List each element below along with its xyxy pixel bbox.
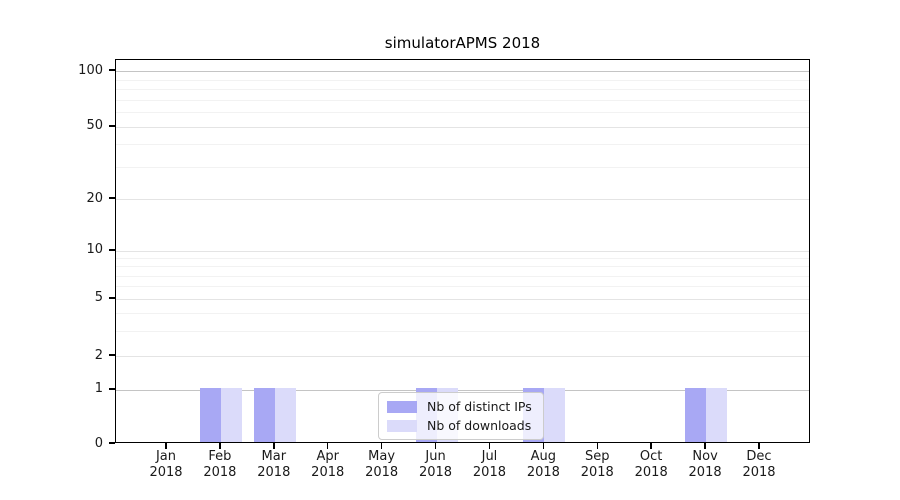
bar-distinct-ips	[253, 387, 275, 442]
y-tick-label: 100	[78, 62, 103, 78]
plot-area: Nb of distinct IPs Nb of downloads	[115, 59, 810, 443]
x-tick-label: Nov 2018	[688, 449, 722, 480]
minor-gridline	[116, 275, 809, 277]
x-tick-label: Oct 2018	[634, 449, 668, 480]
x-tick-label: Jul 2018	[472, 449, 506, 480]
bar-downloads	[274, 387, 296, 442]
bar-distinct-ips	[199, 387, 221, 442]
x-tick-mark	[596, 443, 598, 449]
chart-title: simulatorAPMS 2018	[384, 34, 541, 52]
x-tick-mark	[327, 443, 329, 449]
major-gridline	[116, 199, 809, 200]
minor-gridline	[116, 167, 809, 169]
y-tick-mark	[109, 69, 115, 71]
x-tick-label: Mar 2018	[257, 449, 291, 480]
y-tick-label: 20	[86, 190, 103, 206]
y-tick-label: 0	[94, 435, 103, 451]
x-tick-mark	[650, 443, 652, 449]
legend-swatch-downloads	[387, 419, 417, 432]
legend-item-distinct-ips: Nb of distinct IPs	[387, 399, 532, 414]
y-tick-mark	[109, 388, 115, 390]
y-tick-mark	[109, 442, 115, 444]
legend: Nb of distinct IPs Nb of downloads	[378, 392, 544, 440]
x-tick-mark	[380, 443, 383, 449]
x-tick-mark	[165, 443, 167, 449]
legend-item-downloads: Nb of downloads	[387, 418, 532, 433]
x-tick-label: Sep 2018	[580, 449, 614, 480]
bar-downloads	[706, 387, 728, 442]
x-tick-label: Aug 2018	[526, 449, 560, 480]
major-gridline	[116, 298, 809, 300]
bar-downloads	[544, 387, 566, 442]
minor-gridline	[116, 330, 809, 332]
x-tick-mark	[758, 443, 760, 449]
x-tick-label: Jan 2018	[149, 449, 183, 480]
y-tick-label: 50	[86, 118, 103, 134]
y-tick-mark	[109, 249, 115, 251]
y-tick-mark	[109, 354, 115, 356]
x-tick-label: Jun 2018	[418, 449, 453, 480]
bar-downloads	[220, 387, 242, 442]
y-tick-label: 5	[94, 290, 103, 306]
minor-gridline	[116, 112, 809, 114]
x-tick-mark	[704, 443, 706, 449]
y-tick-label: 2	[94, 347, 103, 363]
minor-gridline	[116, 89, 809, 91]
minor-gridline	[116, 99, 809, 101]
legend-swatch-distinct-ips	[387, 400, 417, 413]
major-gridline	[116, 250, 809, 252]
x-tick-label: Feb 2018	[203, 449, 237, 480]
x-tick-mark	[219, 443, 221, 449]
x-tick-label: Dec 2018	[742, 449, 776, 480]
major-gridline	[116, 71, 809, 73]
minor-gridline	[116, 258, 809, 260]
legend-label-downloads: Nb of downloads	[427, 418, 532, 433]
y-tick-mark	[109, 125, 115, 127]
minor-gridline	[116, 266, 809, 268]
bar-distinct-ips	[685, 387, 707, 442]
x-tick-mark	[434, 443, 437, 449]
y-tick-mark	[109, 197, 115, 199]
x-tick-label: Apr 2018	[311, 449, 345, 480]
legend-label-distinct-ips: Nb of distinct IPs	[427, 399, 532, 414]
y-tick-label: 1	[94, 381, 103, 397]
major-gridline	[116, 126, 809, 128]
x-tick-mark	[488, 443, 491, 449]
minor-gridline	[116, 312, 809, 314]
minor-gridline	[116, 144, 809, 146]
minor-gridline	[116, 79, 809, 81]
y-tick-label: 10	[86, 242, 103, 258]
major-gridline	[116, 356, 809, 358]
x-tick-label: May 2018	[365, 449, 399, 480]
minor-gridline	[116, 286, 809, 288]
x-tick-mark	[542, 443, 545, 449]
x-tick-mark	[273, 443, 275, 449]
major-gridline	[116, 389, 809, 392]
y-tick-mark	[109, 297, 115, 299]
